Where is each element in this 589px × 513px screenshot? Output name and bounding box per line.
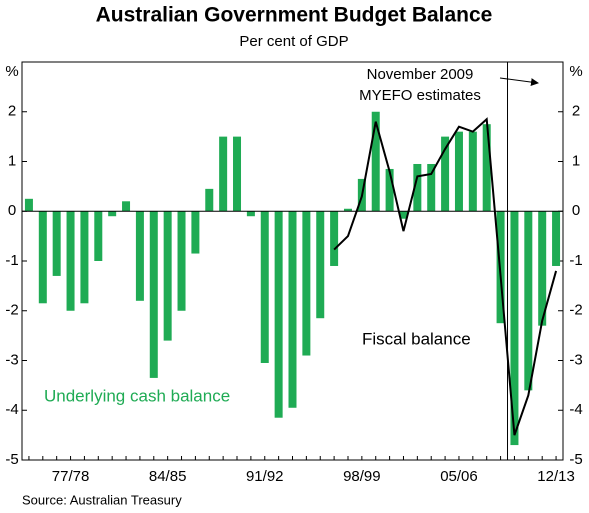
bar [135,211,144,301]
y-tick-label: 2 [8,103,16,120]
bar [122,201,131,212]
y2-tick-label: 1 [572,152,580,169]
y2-tick-label: -1 [569,252,582,269]
bar [38,211,47,304]
x-tick-label: 12/13 [537,468,575,485]
x-tick-label: 84/85 [149,468,187,485]
x-tick-label: 05/06 [440,468,478,485]
bar [302,211,311,356]
bar [482,124,491,212]
bar [538,211,547,326]
bar [399,211,408,219]
y2-tick-label: 0 [572,202,580,219]
bar [163,211,172,341]
chart-subtitle: Per cent of GDP [239,33,348,50]
y2-tick-label: -5 [569,451,582,468]
chart-title: Australian Government Budget Balance [96,4,493,27]
y2-tick-label: -3 [569,351,582,368]
annotation: November 2009 [367,66,474,83]
bar [149,211,158,378]
bar [260,211,269,363]
bar [66,211,75,311]
bar [454,131,463,212]
y-tick-label: -5 [5,451,18,468]
bar [233,136,242,212]
bar [288,211,297,408]
source: Source: Australian Treasury [22,492,182,507]
bar [52,211,61,276]
y-tick-label: -3 [5,351,18,368]
y-tick-label: 1 [8,152,16,169]
bar [219,136,228,212]
bar [108,211,117,217]
y-tick-label: -1 [5,252,18,269]
bar [191,211,200,254]
annotation-arrow [499,77,539,87]
y2-tick-label: -4 [569,401,582,418]
annotation: MYEFO estimates [359,87,481,104]
y-axis-label: % [5,63,18,80]
bar [343,208,352,212]
bar [413,163,422,212]
y-tick-label: -2 [5,302,18,319]
bar [80,211,89,304]
bar [24,198,33,212]
bar [385,168,394,212]
y2-tick-label: 2 [572,103,580,120]
series-label: Underlying cash balance [44,386,230,405]
y2-tick-label: -2 [569,302,582,319]
x-tick-label: 91/92 [246,468,284,485]
bar [177,211,186,311]
bar [524,211,533,391]
bar [552,211,561,266]
y-tick-label: 0 [8,202,16,219]
plot-frame [21,61,564,461]
y-tick-label: -4 [5,401,18,418]
bar [205,188,214,212]
bar [441,136,450,212]
series-label: Fiscal balance [362,329,471,348]
bar [274,211,283,418]
bar [510,211,519,446]
bar [371,111,380,212]
bar [330,211,339,266]
bar [316,211,325,319]
bar [427,163,436,212]
x-tick-label: 77/78 [52,468,90,485]
bar [468,131,477,212]
bar [94,211,103,261]
line [333,117,558,436]
y2-axis-label: % [569,63,582,80]
x-tick-label: 98/99 [343,468,381,485]
bar [246,211,255,217]
